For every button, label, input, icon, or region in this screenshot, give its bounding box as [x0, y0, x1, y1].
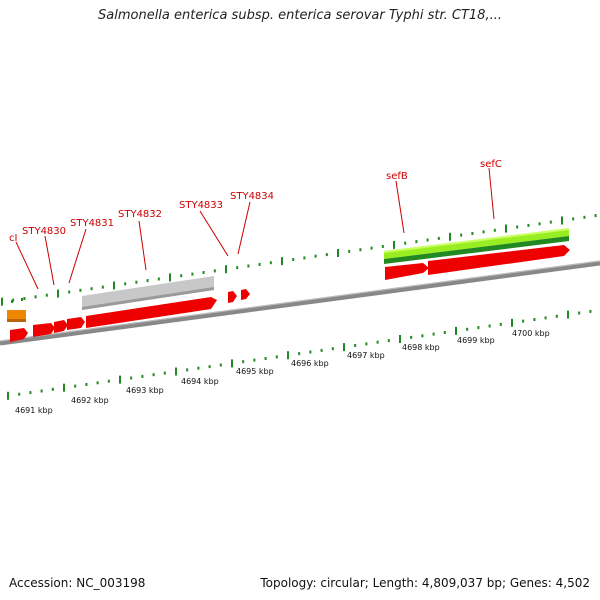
kbp-label: 4698 kbp — [402, 343, 440, 352]
kbp-label: 4691 kbp — [15, 406, 53, 415]
gene-arrow-1[interactable] — [10, 328, 28, 342]
gene-arrow-9[interactable] — [428, 245, 570, 275]
summary-text: Topology: circular; Length: 4,809,037 bp… — [260, 576, 590, 590]
genome-backbone-highlight — [0, 260, 600, 342]
gene-arrow-2[interactable] — [33, 323, 55, 337]
gene-arrow-6[interactable] — [228, 291, 237, 303]
map-title: Salmonella enterica subsp. enterica sero… — [98, 8, 502, 23]
gene-arrow-5[interactable] — [86, 297, 217, 328]
kbp-label: 4694 kbp — [181, 377, 219, 386]
callout-line-sefB — [395, 180, 405, 234]
kbp-label: 4692 kbp — [71, 396, 109, 405]
gene-orange-shadow — [7, 319, 26, 322]
kbp-label: 4696 kbp — [291, 359, 329, 368]
callout-line-cI — [15, 241, 39, 290]
gene-orange[interactable] — [7, 310, 26, 321]
lower-scale-track — [7, 309, 592, 400]
kbp-label: 4693 kbp — [126, 386, 164, 395]
gene-label-cI[interactable]: cI — [9, 233, 17, 244]
gene-label-STY4833[interactable]: STY4833 — [179, 200, 223, 211]
kbp-label: 4700 kbp — [512, 329, 550, 338]
feature-green-light-top — [384, 228, 569, 253]
gene-label-STY4834[interactable]: STY4834 — [230, 191, 274, 202]
callout-line-STY4830 — [44, 235, 55, 286]
gene-label-sefB[interactable]: sefB — [386, 171, 408, 182]
genome-backbone — [0, 260, 600, 346]
gene-label-STY4832[interactable]: STY4832 — [118, 209, 162, 220]
callout-line-STY4831 — [68, 228, 87, 284]
accession-text: Accession: NC_003198 — [9, 576, 146, 590]
gene-label-group: cI STY4830 STY4831 STY4832 STY4833 STY48… — [9, 159, 502, 290]
gene-arrows — [10, 245, 570, 342]
kbp-labels: 4691 kbp 4692 kbp 4693 kbp 4694 kbp 4695 kbp… — [15, 329, 550, 415]
gene-label-STY4830[interactable]: STY4830 — [22, 226, 66, 237]
feature-pseudogene-shadow — [82, 287, 214, 310]
gene-label-sefC[interactable]: sefC — [480, 159, 502, 170]
forward-features — [7, 228, 569, 322]
gene-arrow-3[interactable] — [54, 320, 68, 333]
callout-line-STY4832 — [138, 220, 147, 271]
gene-arrow-8[interactable] — [385, 263, 429, 280]
callout-line-STY4833 — [199, 210, 229, 257]
feature-pseudogene[interactable] — [82, 276, 214, 310]
feature-green-dark[interactable] — [384, 236, 569, 264]
gene-label-STY4831[interactable]: STY4831 — [70, 218, 114, 229]
kbp-label: 4697 kbp — [347, 351, 385, 360]
callout-line-STY4834 — [237, 201, 251, 255]
left-edge-marks — [1, 298, 23, 305]
kbp-label: 4695 kbp — [236, 367, 274, 376]
gene-arrow-7[interactable] — [241, 289, 250, 300]
callout-line-sefC — [488, 167, 495, 220]
kbp-label: 4699 kbp — [457, 336, 495, 345]
upper-scale-track — [1, 214, 597, 306]
gene-arrow-4[interactable] — [67, 317, 85, 330]
